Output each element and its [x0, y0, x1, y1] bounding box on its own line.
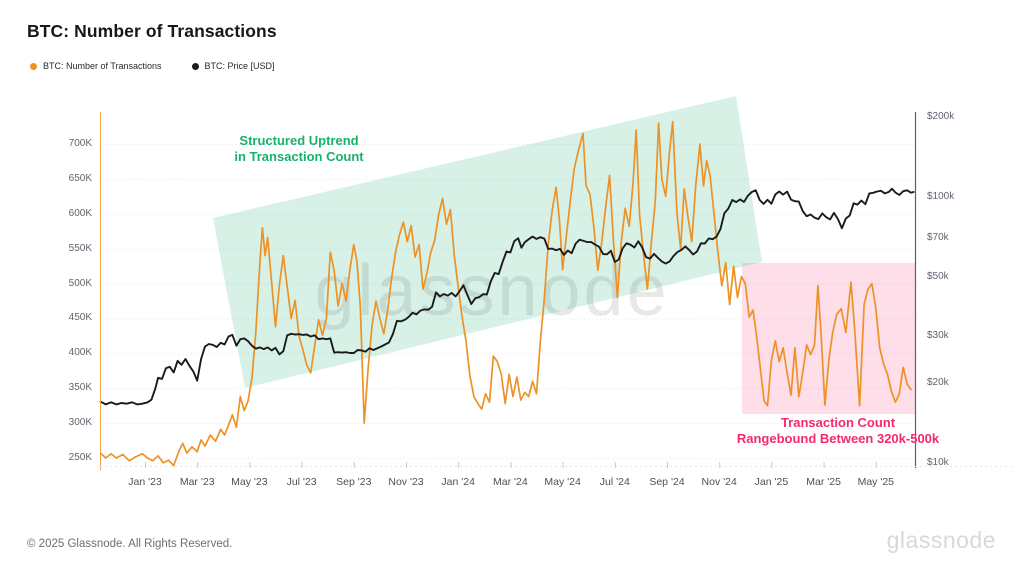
series-line-transactions — [99, 120, 912, 467]
x-axis-label-Sep '23: Sep '23 — [336, 476, 372, 488]
right-axis-tick-$30k: $30k — [927, 330, 949, 342]
left-axis-tick-700K: 700K — [68, 138, 92, 149]
x-axis-label-Sep '24: Sep '24 — [649, 476, 685, 488]
legend-label-price: BTC: Price [USD] — [204, 61, 275, 71]
x-axis-label-Nov '23: Nov '23 — [388, 476, 424, 488]
footer-copyright: © 2025 Glassnode. All Rights Reserved. — [27, 538, 233, 550]
x-axis-label-Mar '23: Mar '23 — [179, 476, 215, 488]
series-lines — [99, 120, 915, 467]
x-axis-label-May '25: May '25 — [857, 476, 895, 488]
x-axis-label-Jan '24: Jan '24 — [441, 476, 475, 488]
left-axis-tick-250K: 250K — [68, 452, 92, 463]
glassnode-logo: glassnode — [886, 527, 996, 553]
x-axis-label-Mar '24: Mar '24 — [493, 476, 528, 488]
x-axis-label-Jan '23: Jan '23 — [128, 476, 162, 488]
x-axis-label-May '24: May '24 — [544, 476, 581, 488]
legend-label-transactions: BTC: Number of Transactions — [43, 61, 162, 71]
left-axis-tick-600K: 600K — [68, 207, 92, 219]
x-axis-label-May '23: May '23 — [231, 476, 268, 488]
rangebound-shaded-region — [742, 263, 916, 414]
page-title: BTC: Number of Transactions — [27, 21, 277, 41]
uptrend-shaded-region — [213, 96, 762, 388]
left-axis-tick-450K: 450K — [68, 312, 92, 324]
legend-item-transactions[interactable]: BTC: Number of Transactions — [30, 61, 162, 71]
legend-dot-transactions-icon — [30, 62, 37, 70]
legend-item-price[interactable]: BTC: Price [USD] — [191, 61, 275, 71]
right-axis-tick-$100k: $100k — [927, 191, 955, 203]
series-line-price — [99, 187, 915, 406]
left-axis-tick-400K: 400K — [68, 347, 92, 359]
left-axis-tick-300K: 300K — [68, 417, 92, 429]
left-axis-tick-500K: 500K — [68, 277, 92, 289]
uptrend-annotation-line2: in Transaction Count — [234, 148, 364, 164]
right-axis-tick-$50k: $50k — [927, 271, 949, 283]
right-axis-tick-$20k: $20k — [927, 376, 949, 388]
right-axis-tick-$200k: $200k — [927, 111, 955, 122]
x-axis-label-Nov '24: Nov '24 — [701, 476, 737, 488]
left-axis-tick-650K: 650K — [68, 172, 92, 184]
x-axis-label-Jan '25: Jan '25 — [754, 476, 789, 488]
right-axis-tick-$70k: $70k — [927, 232, 949, 244]
x-axis-label-Jul '24: Jul '24 — [599, 476, 630, 488]
chart-legend: BTC: Number of Transactions BTC: Price [… — [30, 61, 275, 71]
rangebound-annotation-line1: Transaction Count — [780, 415, 896, 430]
uptrend-annotation-line1: Structured Uptrend — [239, 133, 359, 148]
x-axis-label-Jul '23: Jul '23 — [286, 476, 317, 488]
rangebound-annotation-line2: Rangebound Between 320k-500k — [736, 430, 940, 446]
right-axis-tick-$10k: $10k — [927, 456, 949, 468]
uptrend-annotation: Structured Uptrend in Transaction Count — [180, 133, 418, 164]
left-axis-tick-550K: 550K — [68, 242, 92, 254]
x-axis-label-Mar '25: Mar '25 — [806, 476, 841, 488]
x-axis-ticks — [145, 462, 877, 468]
rangebound-annotation: Transaction Count Rangebound Between 320… — [713, 415, 963, 446]
left-axis-tick-350K: 350K — [68, 382, 92, 394]
legend-dot-price-icon — [191, 62, 199, 70]
